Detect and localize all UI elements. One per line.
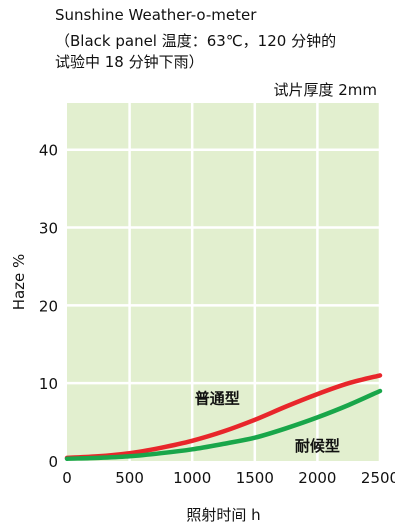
x-tick-label: 500 (115, 469, 144, 487)
y-axis-label: Haze % (10, 254, 28, 311)
series-label-standard: 普通型 (195, 389, 240, 407)
chart-subtitle-line2: 试验中 18 分钟下雨） (55, 53, 204, 71)
series-line-weather-resistant (64, 388, 383, 461)
series-lines (64, 373, 383, 461)
x-axis-label: 照射时间 h (186, 506, 260, 524)
series-label-weather-resistant: 耐候型 (295, 437, 340, 455)
x-tick-label: 1000 (173, 469, 211, 487)
chart-title: Sunshine Weather-o-meter (55, 6, 257, 24)
y-tick-label: 40 (39, 142, 58, 160)
y-tick-label: 30 (39, 220, 58, 238)
y-tick-label: 10 (39, 375, 58, 393)
chart-subtitle-line1: （Black panel 温度：63℃，120 分钟的 (55, 32, 337, 50)
thickness-note: 试片厚度 2mm (273, 81, 377, 99)
x-tick-label: 2000 (298, 469, 336, 487)
x-tick-label: 2500 (361, 469, 395, 487)
x-tick-label: 0 (62, 469, 72, 487)
plot-area (67, 103, 380, 461)
y-tick-label: 0 (48, 453, 58, 471)
y-tick-label: 20 (39, 297, 58, 315)
series-line-standard (64, 373, 383, 461)
gridlines (67, 103, 382, 461)
tick-labels: 0 500 1000 1500 2000 2500 0 10 20 30 40 (39, 142, 395, 487)
x-tick-label: 1500 (236, 469, 274, 487)
